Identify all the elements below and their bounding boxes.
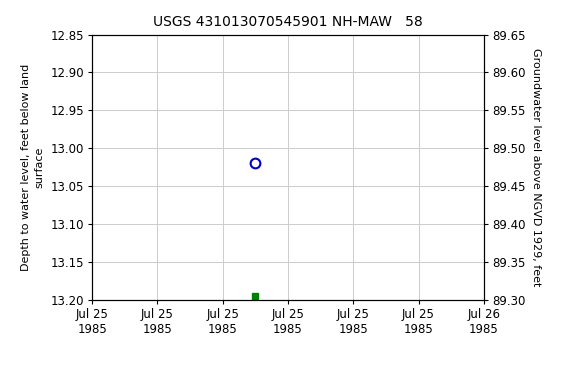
Title: USGS 431013070545901 NH-MAW   58: USGS 431013070545901 NH-MAW 58 xyxy=(153,15,423,29)
Y-axis label: Depth to water level, feet below land
surface: Depth to water level, feet below land su… xyxy=(21,63,45,271)
Legend: Period of approved data: Period of approved data xyxy=(190,382,386,384)
Y-axis label: Groundwater level above NGVD 1929, feet: Groundwater level above NGVD 1929, feet xyxy=(531,48,541,286)
